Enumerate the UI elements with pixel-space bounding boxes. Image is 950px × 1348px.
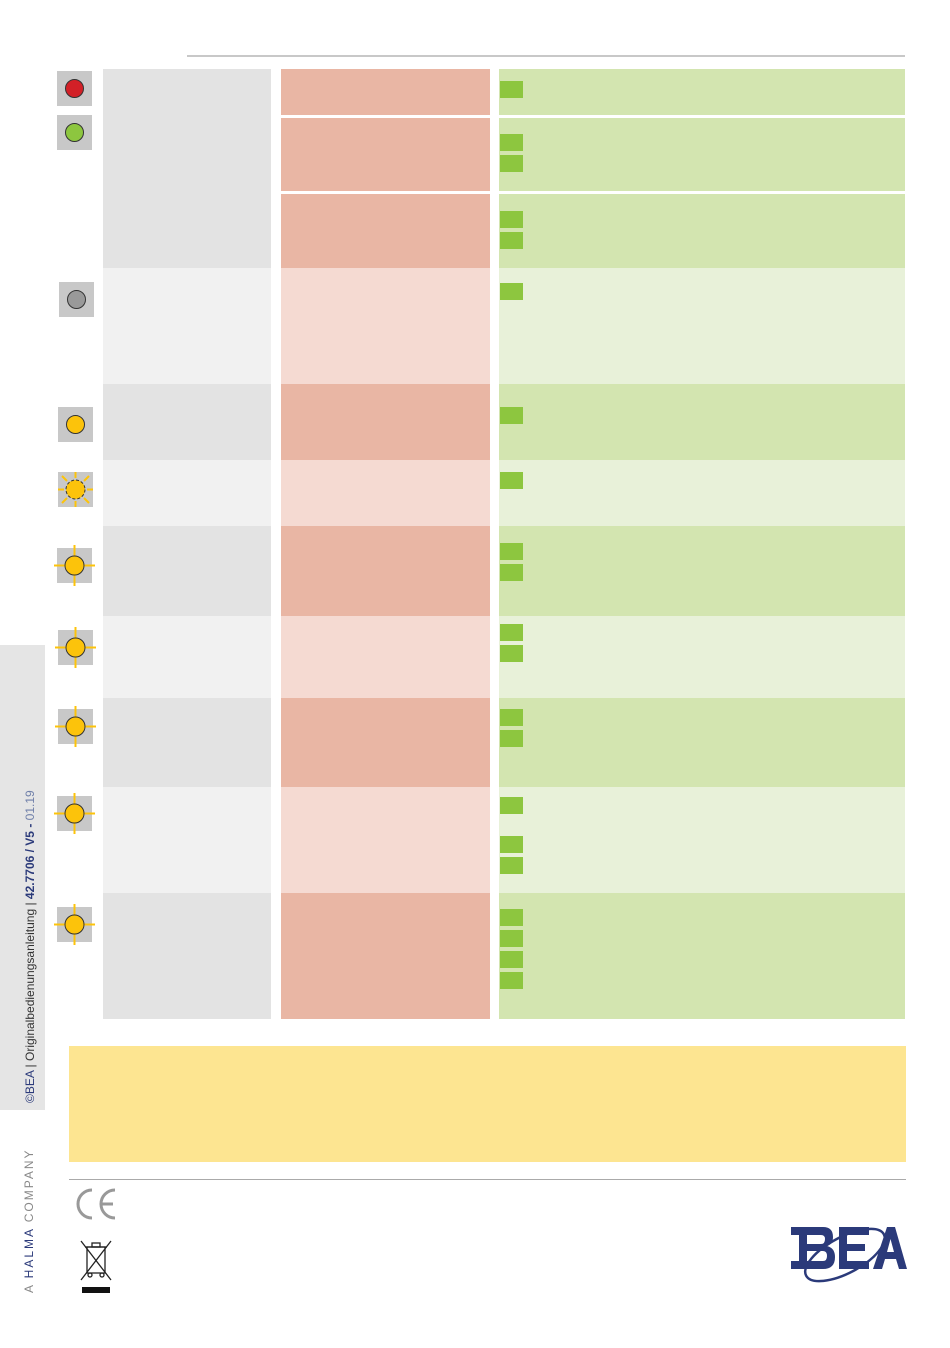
- bottom-divider: [69, 1179, 906, 1180]
- solution-cell: [499, 384, 905, 460]
- manual-title: Originalbedienungsanleitung: [23, 908, 37, 1061]
- cause-cell: [281, 460, 490, 526]
- solution-cell: [499, 69, 905, 115]
- led-yellow-flash-icon: [55, 627, 96, 668]
- cause-cell: [281, 118, 490, 191]
- step-marker: [500, 645, 523, 662]
- solution-cell: [499, 526, 905, 616]
- step-marker: [500, 543, 523, 560]
- company-name: HALMA: [22, 1227, 36, 1279]
- document-reference: ©BEA | Originalbedienungsanleitung | 42.…: [23, 790, 37, 1103]
- top-divider: [187, 55, 905, 57]
- step-marker: [500, 232, 523, 249]
- led-off-icon: [59, 282, 94, 317]
- step-marker: [500, 472, 523, 489]
- note-box: [69, 1046, 906, 1162]
- cause-cell: [281, 787, 490, 893]
- led-status-cell-yellow-fast-flash: [103, 460, 271, 526]
- led-status-cell-yellow-flash-3: [103, 698, 271, 787]
- led-status-cell-yellow-flash-4: [103, 787, 271, 893]
- company-suffix: COMPANY: [22, 1148, 36, 1223]
- led-green-icon: [57, 115, 92, 150]
- step-marker: [500, 211, 523, 228]
- step-marker: [500, 951, 523, 968]
- cause-cell: [281, 893, 490, 1019]
- solution-cell: [499, 616, 905, 698]
- led-status-cell-yellow-flash-2: [103, 616, 271, 698]
- version-date: 01.19: [23, 790, 37, 821]
- weee-crossed-bin-icon: [80, 1240, 112, 1293]
- solution-cell: [499, 460, 905, 526]
- led-status-cell-yellow-flash-5: [103, 893, 271, 1019]
- solution-cell: [499, 698, 905, 787]
- cause-cell: [281, 268, 490, 384]
- led-yellow-flash-icon: [54, 904, 95, 945]
- step-marker: [500, 134, 523, 151]
- step-marker: [500, 909, 523, 926]
- step-marker: [500, 972, 523, 989]
- step-marker: [500, 730, 523, 747]
- bea-logo-icon: [791, 1227, 907, 1283]
- led-red-icon: [57, 71, 92, 106]
- step-marker: [500, 857, 523, 874]
- led-yellow-flash-icon: [54, 545, 95, 586]
- company-tagline: A HALMA COMPANY: [22, 1148, 36, 1293]
- solution-cell: [499, 787, 905, 893]
- led-status-cell-off: [103, 268, 271, 384]
- step-marker: [500, 81, 523, 98]
- cause-cell: [281, 698, 490, 787]
- side-footer-panel: [0, 645, 45, 1110]
- led-yellow-flash-icon: [55, 706, 96, 747]
- ce-mark-icon: [76, 1188, 116, 1220]
- cause-cell: [281, 616, 490, 698]
- company-prefix: A: [22, 1283, 36, 1293]
- step-marker: [500, 797, 523, 814]
- solution-cell: [499, 118, 905, 191]
- cause-cell: [281, 194, 490, 268]
- solution-cell: [499, 268, 905, 384]
- led-yellow-flash-icon: [54, 793, 95, 834]
- led-status-cell-yellow-flash-1: [103, 526, 271, 616]
- solution-cell: [499, 893, 905, 1019]
- cause-cell: [281, 69, 490, 115]
- led-status-cell-yellow: [103, 384, 271, 460]
- led-yellow-icon: [58, 407, 93, 442]
- solution-cell: [499, 194, 905, 268]
- step-marker: [500, 836, 523, 853]
- step-marker: [500, 407, 523, 424]
- step-marker: [500, 283, 523, 300]
- step-marker: [500, 564, 523, 581]
- step-marker: [500, 624, 523, 641]
- led-status-cell-red-green: [103, 69, 271, 268]
- cause-cell: [281, 384, 490, 460]
- copyright-label: ©BEA: [23, 1070, 37, 1103]
- document-code: 42.7706 / V5: [23, 831, 37, 900]
- step-marker: [500, 155, 523, 172]
- led-yellow-fast-flash-icon: [58, 472, 93, 507]
- cause-cell: [281, 526, 490, 616]
- step-marker: [500, 930, 523, 947]
- step-marker: [500, 709, 523, 726]
